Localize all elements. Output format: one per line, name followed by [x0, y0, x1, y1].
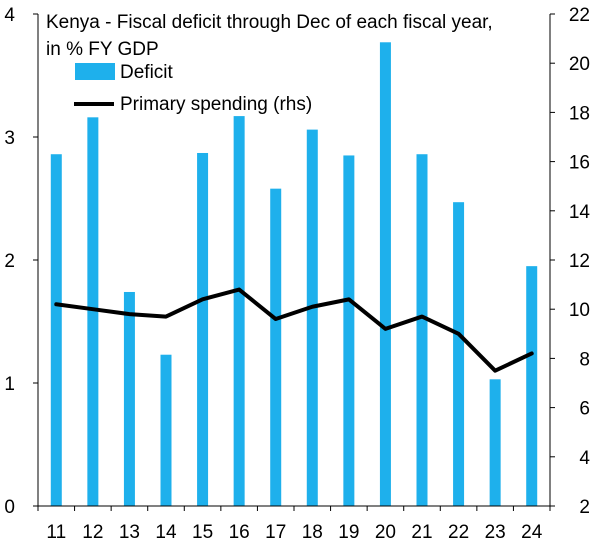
left-tick-label-2: 2 — [4, 251, 15, 272]
legend-spending-label: Primary spending (rhs) — [120, 94, 312, 115]
x-tick-label-20: 20 — [375, 522, 396, 543]
point-primary-spending-21 — [421, 316, 423, 318]
right-tick-label-16: 16 — [569, 153, 590, 174]
line-primary-spending — [54, 287, 534, 373]
x-tick-label-23: 23 — [485, 522, 506, 543]
bar-deficit-24 — [526, 266, 538, 506]
x-tick-label-12: 12 — [82, 522, 103, 543]
bar-deficit-21 — [416, 154, 428, 506]
x-tick-label-13: 13 — [119, 522, 140, 543]
bar-deficit-11 — [50, 154, 62, 506]
right-tick-label-8: 8 — [579, 349, 590, 370]
bar-deficit-14 — [160, 354, 172, 506]
point-primary-spending-12 — [92, 308, 94, 310]
point-primary-spending-22 — [458, 333, 460, 335]
axes-layer — [37, 14, 551, 507]
x-tick-label-16: 16 — [229, 522, 250, 543]
right-tick-label-22: 22 — [569, 5, 590, 26]
right-tick-label-12: 12 — [569, 251, 590, 272]
bar-deficit-23 — [489, 379, 501, 506]
chart-title-line-2: in % FY GDP — [46, 39, 159, 60]
bar-deficit-17 — [270, 188, 282, 506]
point-primary-spending-18 — [311, 306, 313, 308]
line-layer — [54, 287, 534, 373]
right-tick-label-2: 2 — [579, 497, 590, 518]
right-tick-label-14: 14 — [569, 202, 591, 223]
point-primary-spending-23 — [494, 370, 496, 372]
x-tick-label-17: 17 — [265, 522, 286, 543]
right-tick-label-10: 10 — [569, 300, 590, 321]
x-tick-label-15: 15 — [192, 522, 213, 543]
bar-deficit-13 — [123, 291, 135, 506]
bar-deficit-19 — [343, 155, 355, 506]
bar-deficit-12 — [87, 117, 99, 506]
bar-deficit-18 — [306, 129, 318, 506]
legend-deficit-label: Deficit — [120, 62, 174, 83]
left-tick-label-0: 0 — [4, 497, 15, 518]
point-primary-spending-15 — [202, 298, 204, 300]
chart-title-line-1: Kenya - Fiscal deficit through Dec of ea… — [46, 12, 493, 33]
right-tick-label-6: 6 — [579, 399, 590, 420]
legend: Deficit Primary spending (rhs) — [74, 62, 312, 115]
bar-deficit-22 — [453, 202, 465, 506]
point-primary-spending-11 — [55, 303, 57, 305]
left-tick-label-3: 3 — [4, 128, 15, 149]
x-tick-label-22: 22 — [448, 522, 469, 543]
x-tick-label-18: 18 — [302, 522, 323, 543]
right-tick-label-20: 20 — [569, 54, 590, 75]
left-tick-label-4: 4 — [4, 5, 15, 26]
point-primary-spending-24 — [531, 352, 533, 354]
x-tick-label-19: 19 — [338, 522, 359, 543]
legend-deficit-swatch — [75, 63, 115, 80]
bar-deficit-15 — [197, 152, 209, 507]
point-primary-spending-19 — [348, 298, 350, 300]
point-primary-spending-13 — [128, 313, 130, 315]
right-tick-label-18: 18 — [569, 103, 590, 124]
right-tick-label-4: 4 — [579, 448, 590, 469]
bar-deficit-20 — [379, 42, 391, 506]
x-tick-label-24: 24 — [521, 522, 543, 543]
left-tick-label-1: 1 — [4, 374, 15, 395]
point-primary-spending-14 — [165, 316, 167, 318]
bars-layer — [50, 42, 538, 507]
bar-deficit-16 — [233, 116, 245, 506]
point-primary-spending-16 — [238, 289, 240, 291]
point-primary-spending-17 — [275, 318, 277, 320]
chart-title: Kenya - Fiscal deficit through Dec of ea… — [46, 12, 493, 60]
x-tick-label-11: 11 — [46, 522, 66, 543]
point-primary-spending-20 — [384, 328, 386, 330]
x-tick-label-14: 14 — [155, 522, 177, 543]
x-tick-label-21: 21 — [411, 522, 432, 543]
